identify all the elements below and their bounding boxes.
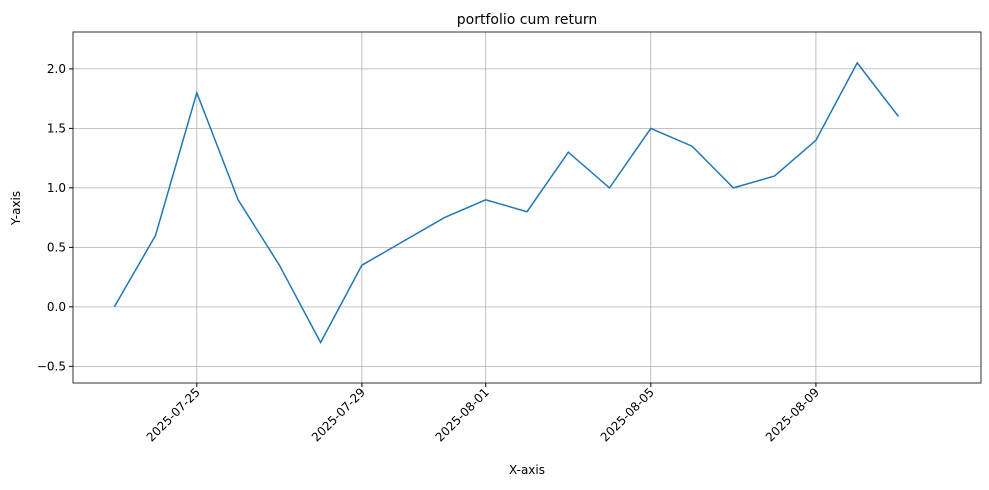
x-tick-label: 2025-08-05 [598,385,657,444]
y-tick-label: 0.0 [47,300,66,314]
y-tick-label: 1.0 [47,181,66,195]
chart-title: portfolio cum return [457,12,597,28]
x-tick-label: 2025-08-01 [433,385,492,444]
x-tick-label: 2025-07-25 [144,385,203,444]
x-axis-label: X-axis [509,463,545,477]
y-axis-label: Y-axis [9,191,23,226]
y-tick-label: −0.5 [37,359,66,373]
data-line [113,61,900,345]
y-tick-label: 2.0 [47,62,66,76]
y-tick-label: 0.5 [47,240,66,254]
x-tick-label: 2025-07-29 [309,385,368,444]
y-tick-label: 1.5 [47,121,66,135]
x-tick-label: 2025-08-09 [763,385,822,444]
plot-frame [72,31,982,384]
